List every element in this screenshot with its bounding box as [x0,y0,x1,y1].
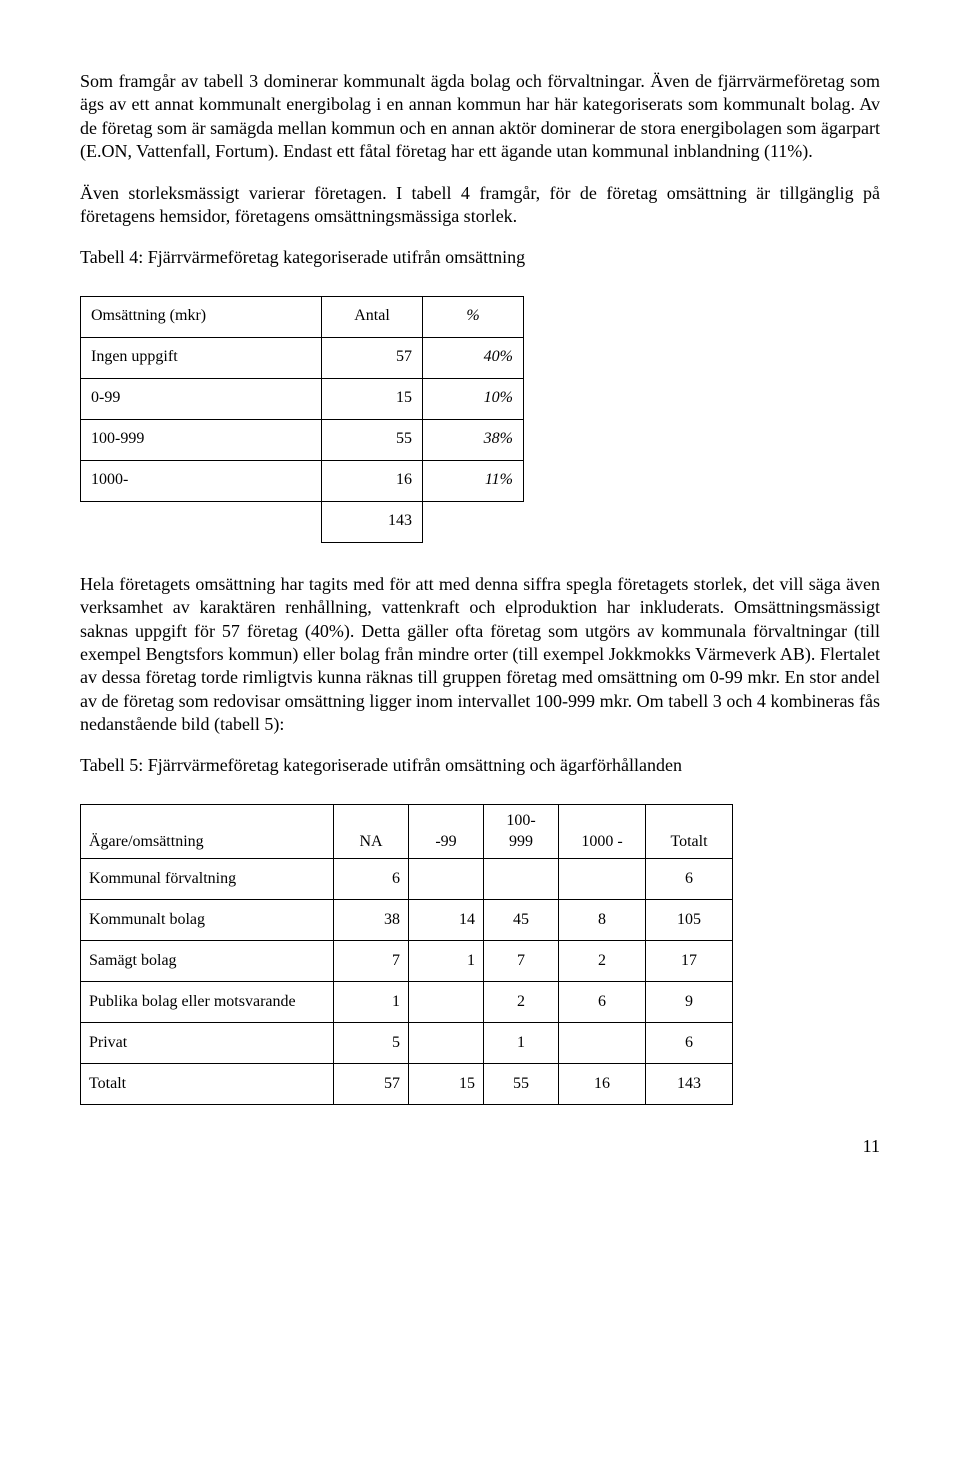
paragraph-2: Även storleksmässigt varierar företagen.… [80,182,880,229]
t5-cell [559,859,646,900]
t5-cell: 105 [646,900,733,941]
paragraph-1: Som framgår av tabell 3 dominerar kommun… [80,70,880,164]
t4-cell: 40% [423,337,524,378]
paragraph-3: Hela företagets omsättning har tagits me… [80,573,880,737]
t4-cell: 0-99 [81,378,322,419]
t4-cell: 10% [423,378,524,419]
t5-cell: 8 [559,900,646,941]
t5-cell: 6 [334,859,409,900]
t5-cell: 7 [484,941,559,982]
t5-cell: 38 [334,900,409,941]
t4-header-col3: % [423,296,524,337]
t5-cell: Samägt bolag [81,941,334,982]
t4-cell: 55 [322,419,423,460]
t4-cell: 11% [423,460,524,501]
t4-cell [81,501,322,542]
t5-cell: 57 [334,1064,409,1105]
t5-cell: 6 [646,1023,733,1064]
t5-cell: 7 [334,941,409,982]
t4-cell: 38% [423,419,524,460]
t5-cell [559,1023,646,1064]
table5-caption: Tabell 5: Fjärrvärmeföretag kategorisera… [80,754,880,777]
t5-cell: Privat [81,1023,334,1064]
table-4: Omsättning (mkr) Antal % Ingen uppgift 5… [80,296,524,543]
t5-header: 100-999 [484,804,559,859]
t5-cell: 2 [484,982,559,1023]
t5-cell: 5 [334,1023,409,1064]
t4-header-col2: Antal [322,296,423,337]
t5-cell: Kommunal förvaltning [81,859,334,900]
t5-cell: 15 [409,1064,484,1105]
page-number: 11 [80,1135,880,1158]
t4-cell [423,501,524,542]
t4-cell: 16 [322,460,423,501]
t5-header: 1000 - [559,804,646,859]
t4-cell: 1000- [81,460,322,501]
t5-cell: 9 [646,982,733,1023]
t5-header: -99 [409,804,484,859]
t5-cell: 1 [334,982,409,1023]
t5-cell [484,859,559,900]
t5-cell: 6 [559,982,646,1023]
table-5: Ägare/omsättning NA -99 100-999 1000 - T… [80,804,733,1106]
t5-cell: 14 [409,900,484,941]
t4-total: 143 [322,501,423,542]
t5-cell [409,1023,484,1064]
t5-cell: 2 [559,941,646,982]
t5-header: Ägare/omsättning [81,804,334,859]
t5-cell: 6 [646,859,733,900]
t5-cell: 17 [646,941,733,982]
t5-cell: 55 [484,1064,559,1105]
t5-cell [409,859,484,900]
t5-cell: 16 [559,1064,646,1105]
t5-header: Totalt [646,804,733,859]
t5-cell: 1 [409,941,484,982]
t5-cell: Totalt [81,1064,334,1105]
t4-cell: Ingen uppgift [81,337,322,378]
t4-cell: 15 [322,378,423,419]
t5-cell: Kommunalt bolag [81,900,334,941]
t5-cell: Publika bolag eller motsvarande [81,982,334,1023]
t5-header: NA [334,804,409,859]
t5-cell: 143 [646,1064,733,1105]
t4-header-col1: Omsättning (mkr) [81,296,322,337]
t5-cell [409,982,484,1023]
t5-cell: 1 [484,1023,559,1064]
t4-cell: 57 [322,337,423,378]
t5-cell: 45 [484,900,559,941]
table4-caption: Tabell 4: Fjärrvärmeföretag kategorisera… [80,246,880,269]
t4-cell: 100-999 [81,419,322,460]
